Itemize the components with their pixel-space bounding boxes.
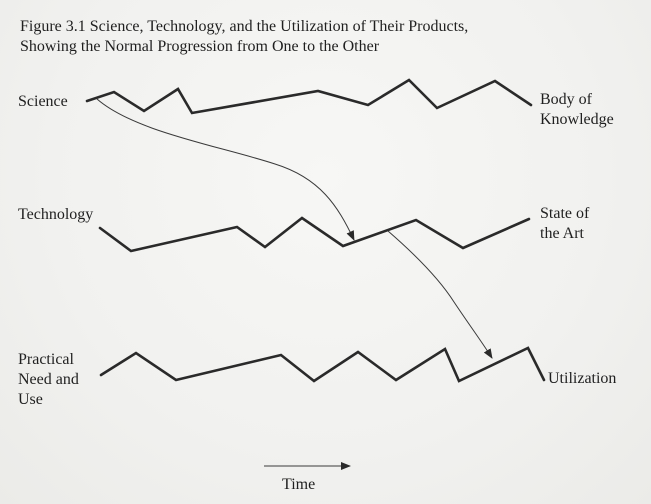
utilization-trace xyxy=(99,346,546,383)
science-trace xyxy=(85,78,533,115)
body-of-knowledge-label-line-1: Body of xyxy=(540,91,593,108)
practical-need-label-line-1: Practical xyxy=(18,351,75,368)
science-to-technology-arrow xyxy=(96,98,355,241)
state-of-the-art-label-line-2: the Art xyxy=(540,225,585,242)
science-label: Science xyxy=(18,93,68,110)
technology-trace xyxy=(98,216,531,253)
time-axis-label: Time xyxy=(282,476,315,493)
utilization-label: Utilization xyxy=(548,370,616,387)
figure-caption-line-2: Showing the Normal Progression from One … xyxy=(20,38,380,55)
practical-need-label-line-2: Need and xyxy=(18,371,79,388)
technology-to-utilization-arrow xyxy=(387,230,493,359)
state-of-the-art-label-line-1: State of xyxy=(540,205,590,222)
figure-caption-line-1: Figure 3.1 Science, Technology, and the … xyxy=(20,18,468,35)
technology-label: Technology xyxy=(18,206,93,223)
body-of-knowledge-label-line-2: Knowledge xyxy=(540,111,614,128)
practical-need-label-line-3: Use xyxy=(18,391,43,408)
